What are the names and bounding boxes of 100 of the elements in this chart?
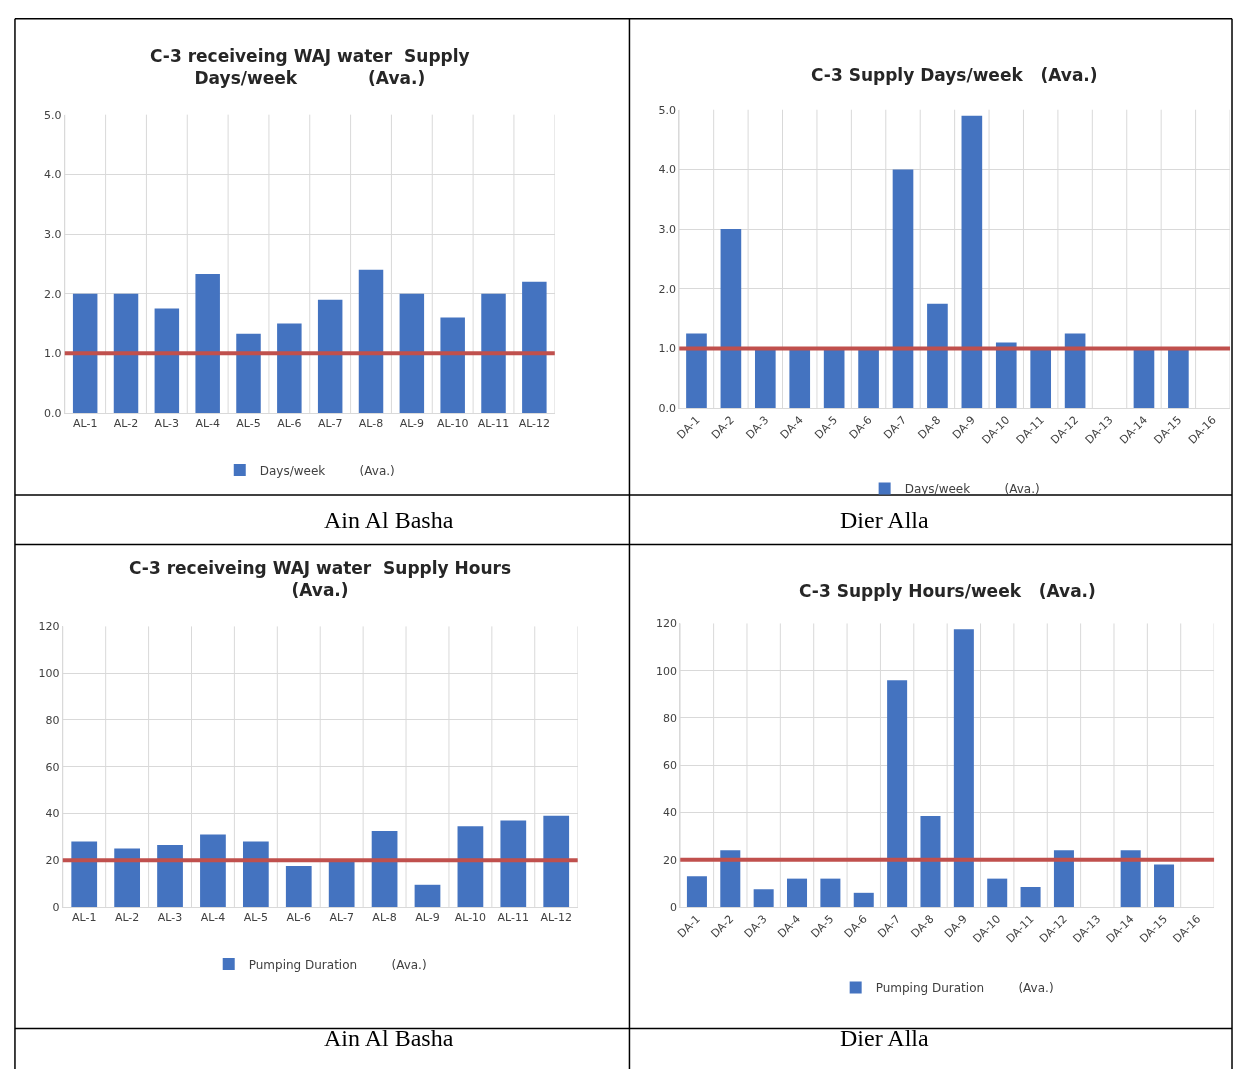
bar — [113, 293, 139, 414]
bar — [753, 889, 774, 907]
x-tick-label: AL-3 — [154, 417, 180, 431]
x-tick-label: AL-1 — [72, 911, 97, 925]
text: Dier Alla — [840, 1025, 929, 1051]
y-tick-label: 0.0 — [44, 406, 62, 420]
chart-title: C-3 Supply Hours/week (Ava.) — [799, 581, 1096, 601]
chart-title: C-3 receiveing WAJ water Supply Days/week (Ava.) — [150, 46, 470, 89]
bar — [720, 229, 742, 409]
bar — [328, 860, 355, 907]
bar — [522, 281, 547, 414]
y-tick-label: 5.0 — [658, 103, 677, 117]
legend-label: Pumping Duration (Ava.) — [875, 981, 1054, 996]
x-tick-label: AL-11 — [477, 417, 510, 431]
bar — [1053, 850, 1074, 907]
legend-label: Days/week (Ava.) — [259, 463, 395, 478]
bar — [285, 866, 312, 907]
text: Dier Alla — [840, 507, 929, 533]
bar — [414, 884, 441, 907]
y-tick-label: 120 — [38, 620, 60, 634]
bar — [157, 845, 183, 907]
x-tick-label: AL-1 — [72, 417, 98, 431]
y-tick-label: 100 — [38, 667, 60, 681]
x-tick-label: AL-5 — [243, 911, 269, 925]
x-tick-label: AL-7 — [329, 911, 354, 925]
y-tick-label: 60 — [45, 760, 60, 774]
x-tick-label: AL-6 — [277, 417, 302, 431]
bar — [1020, 886, 1041, 907]
bar — [823, 348, 845, 409]
bar — [242, 841, 269, 907]
bar — [317, 299, 343, 414]
y-tick-label: 2.0 — [44, 287, 62, 301]
y-tick-label: 3.0 — [44, 227, 62, 241]
bar — [72, 293, 98, 414]
y-tick-label: 80 — [45, 713, 60, 727]
y-tick-label: 0 — [52, 900, 60, 914]
bar — [920, 816, 941, 907]
y-tick-label: 5.0 — [44, 108, 62, 122]
bar — [887, 680, 908, 907]
x-tick-label: AL-12 — [540, 911, 572, 925]
y-tick-label: 0.0 — [658, 401, 677, 415]
bar — [787, 878, 808, 907]
bar — [277, 323, 302, 414]
bar — [686, 333, 707, 409]
bar — [820, 878, 841, 907]
bar — [789, 348, 811, 409]
y-tick-label: 0 — [670, 900, 678, 914]
bar — [1120, 850, 1141, 907]
x-tick-label: AL-6 — [286, 911, 311, 925]
bar — [1064, 333, 1086, 409]
bar — [995, 342, 1017, 409]
y-tick-label: 40 — [45, 807, 60, 821]
text: Ain Al Basha — [324, 507, 454, 533]
bar — [961, 115, 983, 409]
bar — [853, 892, 874, 907]
text: Ain Al Basha — [324, 1025, 454, 1051]
y-tick-label: 80 — [663, 711, 678, 725]
y-tick-label: 100 — [656, 664, 678, 678]
bar — [987, 878, 1008, 907]
y-tick-label: 1.0 — [658, 342, 677, 356]
bar — [754, 348, 776, 409]
bar — [236, 333, 261, 414]
x-tick-label: AL-4 — [195, 417, 220, 431]
x-tick-label: AL-2 — [113, 417, 139, 431]
bar — [440, 317, 465, 414]
y-tick-label: 20 — [663, 853, 678, 867]
x-tick-label: AL-9 — [415, 911, 440, 925]
chart-title: C-3 receiveing WAJ water Supply Hours (Ava.) — [129, 558, 512, 601]
bar — [953, 629, 974, 907]
bar — [1133, 348, 1155, 409]
bar — [858, 348, 879, 409]
bar — [1154, 864, 1175, 907]
x-tick-label: AL-9 — [399, 417, 425, 431]
bar — [1030, 348, 1052, 409]
bar — [114, 848, 140, 907]
bar — [481, 293, 506, 414]
legend-label: Pumping Duration (Ava.) — [248, 957, 427, 972]
x-tick-label: AL-12 — [518, 417, 551, 431]
y-tick-label: 3.0 — [658, 222, 677, 236]
y-tick-label: 20 — [45, 854, 60, 868]
x-tick-label: AL-7 — [317, 417, 343, 431]
bar — [686, 876, 707, 907]
bar — [200, 834, 226, 907]
bar — [358, 269, 384, 414]
bar — [543, 815, 570, 907]
bar — [195, 273, 220, 414]
x-tick-label: AL-8 — [358, 417, 384, 431]
bar — [154, 308, 180, 414]
legend-label: Days/week (Ava.) — [904, 482, 1040, 497]
bar — [371, 830, 398, 907]
x-tick-label: AL-3 — [157, 911, 183, 925]
x-tick-label: AL-10 — [436, 417, 469, 431]
bar — [71, 841, 98, 907]
y-tick-label: 4.0 — [44, 168, 62, 182]
y-tick-label: 60 — [663, 759, 678, 773]
x-tick-label: AL-11 — [497, 911, 530, 925]
bar — [892, 169, 914, 409]
bar — [720, 850, 741, 907]
x-tick-label: AL-5 — [236, 417, 261, 431]
bar — [927, 303, 948, 409]
